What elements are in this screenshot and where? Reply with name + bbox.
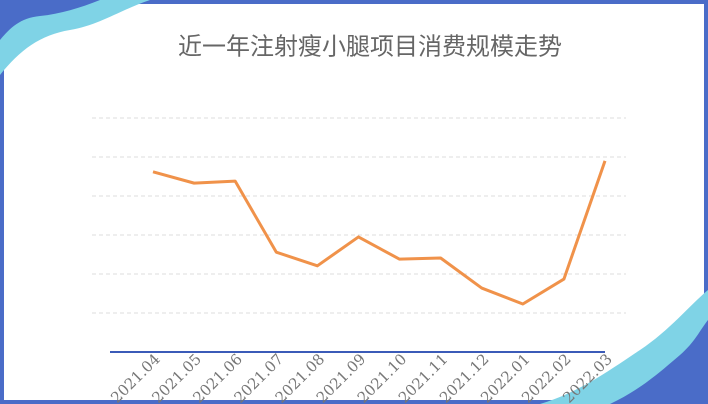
series-line [152, 160, 607, 306]
card [4, 4, 704, 400]
chart-title: 近一年注射瘦小腿项目消费规模走势 [178, 33, 562, 61]
